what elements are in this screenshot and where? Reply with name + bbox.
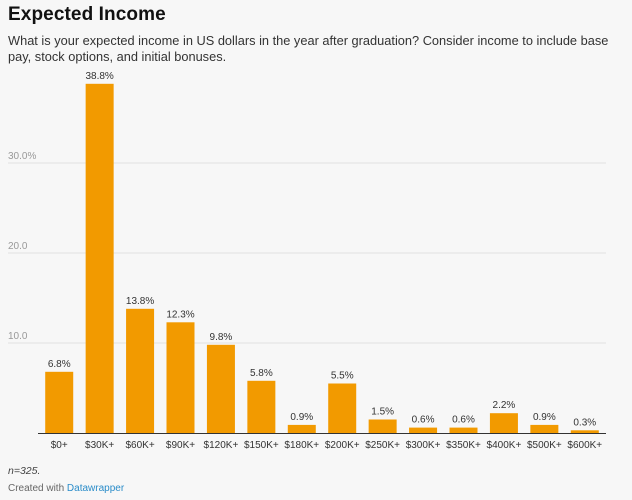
x-tick-label: $350K+ bbox=[446, 440, 481, 451]
bar-value-label: 5.5% bbox=[331, 371, 354, 382]
bar-value-label: 9.8% bbox=[210, 332, 233, 343]
x-tick-label: $150K+ bbox=[244, 440, 279, 451]
bar bbox=[247, 380, 276, 433]
bar bbox=[45, 371, 74, 433]
x-tick-label: $250K+ bbox=[365, 440, 400, 451]
bar-value-label: 5.8% bbox=[250, 368, 273, 379]
bars bbox=[45, 83, 599, 434]
x-tick-label: $0+ bbox=[51, 440, 68, 451]
chart-title: Expected Income bbox=[8, 4, 166, 25]
bar bbox=[287, 424, 316, 433]
y-tick-label: 20.0 bbox=[8, 241, 28, 252]
bar-value-label: 0.9% bbox=[290, 412, 313, 423]
bar-value-label: 0.6% bbox=[412, 415, 435, 426]
bar bbox=[206, 344, 235, 433]
bar bbox=[570, 430, 599, 433]
y-axis-ticks: 10.0 20.0 30.0% bbox=[8, 151, 36, 342]
x-tick-label: $600K+ bbox=[567, 440, 602, 451]
bar bbox=[85, 83, 114, 434]
x-tick-label: $400K+ bbox=[487, 440, 522, 451]
bar bbox=[166, 322, 195, 433]
datawrapper-link[interactable]: Datawrapper bbox=[66, 483, 125, 494]
bar bbox=[409, 427, 438, 433]
x-tick-label: $300K+ bbox=[406, 440, 441, 451]
x-tick-label: $90K+ bbox=[166, 440, 195, 451]
bar-value-label: 38.8% bbox=[85, 71, 113, 82]
x-tick-label: $200K+ bbox=[325, 440, 360, 451]
bar-value-label: 13.8% bbox=[126, 296, 154, 307]
bar-value-label: 12.3% bbox=[166, 309, 194, 320]
chart-subtitle: What is your expected income in US dolla… bbox=[8, 33, 609, 64]
bar bbox=[368, 419, 397, 433]
bar bbox=[328, 383, 357, 433]
bar-value-label: 0.6% bbox=[452, 415, 475, 426]
bar-value-label: 0.3% bbox=[573, 417, 596, 428]
bar-chart: 10.0 20.0 30.0% 6.8% 38.8% 13.8% 12.3% 9.8% 5.8… bbox=[8, 71, 606, 451]
bar-value-label: 2.2% bbox=[493, 400, 516, 411]
bar bbox=[489, 413, 518, 433]
bar-value-label: 0.9% bbox=[533, 412, 556, 423]
credit-prefix: Created with bbox=[8, 483, 65, 494]
value-labels: 6.8% 38.8% 13.8% 12.3% 9.8% 5.8% 0.9% 5.5% 1.5% 0… bbox=[48, 71, 596, 428]
x-tick-label: $180K+ bbox=[284, 440, 319, 451]
bar bbox=[530, 424, 559, 433]
credit-line: Created with Datawrapper bbox=[8, 483, 124, 494]
x-tick-label: $30K+ bbox=[85, 440, 114, 451]
sample-size-note: n=325. bbox=[8, 465, 41, 477]
x-axis-ticks: $0+ $30K+ $60K+ $90K+ $120K+ $150K+ $180K+ $200… bbox=[51, 440, 603, 451]
bar bbox=[126, 308, 155, 433]
x-tick-label: $60K+ bbox=[125, 440, 154, 451]
bar bbox=[449, 427, 478, 433]
x-tick-label: $120K+ bbox=[204, 440, 239, 451]
bar-value-label: 6.8% bbox=[48, 359, 71, 370]
y-tick-label: 30.0% bbox=[8, 151, 36, 162]
bar-value-label: 1.5% bbox=[371, 407, 394, 418]
x-tick-label: $500K+ bbox=[527, 440, 562, 451]
y-tick-label: 10.0 bbox=[8, 331, 28, 342]
